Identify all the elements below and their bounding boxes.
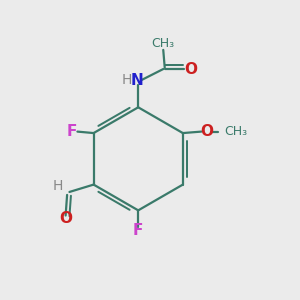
Text: CH₃: CH₃ xyxy=(152,37,175,50)
Text: O: O xyxy=(185,61,198,76)
Text: F: F xyxy=(67,124,77,139)
Text: N: N xyxy=(130,73,143,88)
Text: O: O xyxy=(200,124,213,139)
Text: O: O xyxy=(59,211,72,226)
Text: CH₃: CH₃ xyxy=(225,125,248,138)
Text: H: H xyxy=(53,179,64,193)
Text: F: F xyxy=(133,224,143,238)
Text: H: H xyxy=(122,73,132,87)
